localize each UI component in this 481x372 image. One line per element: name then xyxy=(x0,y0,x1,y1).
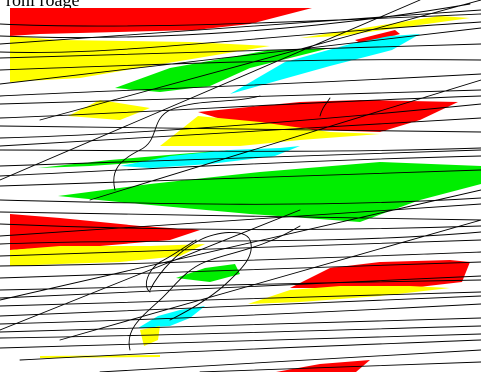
stroke-line xyxy=(0,43,481,59)
green-region xyxy=(58,162,481,222)
stroke-line xyxy=(0,303,481,325)
red-region xyxy=(10,8,312,36)
stroke-line xyxy=(19,339,481,361)
stroke-line xyxy=(0,291,481,307)
stroke-line xyxy=(0,103,481,139)
yellow-region xyxy=(10,244,205,266)
stroke-line xyxy=(0,261,481,279)
stroke-line xyxy=(0,125,481,133)
yellow-region xyxy=(68,100,150,120)
stroke-line xyxy=(59,219,481,341)
stroke-line xyxy=(39,0,481,121)
stroke-line xyxy=(0,231,481,245)
stroke-line xyxy=(0,189,481,301)
stroke-line xyxy=(0,275,481,299)
red-region xyxy=(10,214,200,250)
yellow-region xyxy=(300,16,470,38)
yellow-region xyxy=(248,286,450,304)
scribble-line xyxy=(149,232,252,321)
stroke-line xyxy=(0,317,481,333)
scribble-line xyxy=(319,97,331,117)
stroke-line xyxy=(0,333,481,349)
stroke-line xyxy=(0,223,481,231)
stroke-line xyxy=(0,59,481,71)
stroke-line xyxy=(0,203,481,237)
stroke-line xyxy=(0,169,481,187)
stroke-line xyxy=(0,147,481,152)
stroke-line xyxy=(0,13,481,27)
stroke-line xyxy=(0,295,481,317)
scribble-line xyxy=(113,95,261,191)
red-region xyxy=(355,30,400,44)
stroke-line xyxy=(0,73,481,97)
stroke-line xyxy=(0,211,481,221)
stroke-line xyxy=(0,197,481,205)
stroke-line xyxy=(89,79,481,201)
cyan-region xyxy=(138,306,205,328)
cyan-region xyxy=(230,34,420,94)
stroke-line xyxy=(0,9,481,45)
scribble-line xyxy=(128,225,301,351)
stroke-line xyxy=(199,361,481,372)
green-region xyxy=(176,264,240,282)
stroke-line xyxy=(99,349,481,372)
stroke-line xyxy=(0,117,481,147)
color-regions xyxy=(10,8,481,372)
stroke-line xyxy=(0,325,481,339)
stroke-line xyxy=(0,89,481,105)
stroke-line xyxy=(0,3,471,38)
stroke-line xyxy=(0,251,481,267)
stroke-line xyxy=(0,149,481,167)
yellow-region xyxy=(10,36,270,82)
stroke-line xyxy=(0,0,421,181)
stroke-line xyxy=(0,279,481,291)
yellow-region xyxy=(140,326,160,346)
stroke-line xyxy=(0,155,481,177)
caption-text: roni roage xyxy=(6,0,80,10)
stroke-line xyxy=(0,21,481,53)
stroke-line xyxy=(0,27,481,85)
scribble-line xyxy=(146,239,197,293)
red-region xyxy=(276,360,370,372)
stroke-line xyxy=(0,209,301,331)
stroke-line xyxy=(0,95,481,119)
yellow-region xyxy=(160,116,380,146)
